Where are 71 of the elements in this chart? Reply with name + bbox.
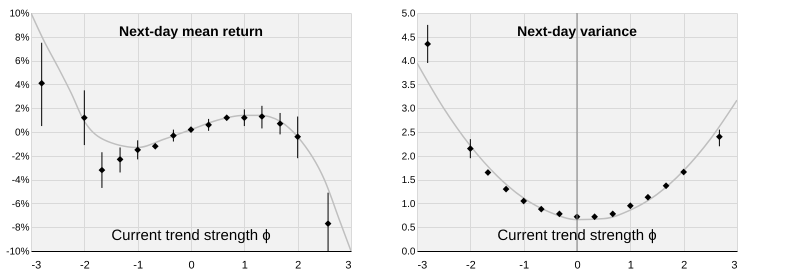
point bbox=[424, 40, 432, 48]
x-tick-label: 0 bbox=[188, 260, 195, 272]
point bbox=[294, 133, 302, 140]
y-tick-label: 4% bbox=[15, 80, 30, 91]
point bbox=[556, 210, 563, 218]
y-tick-label: 1.0 bbox=[402, 198, 416, 210]
y-tick-label: 0.0 bbox=[402, 246, 416, 258]
x-tick-label: -1 bbox=[519, 260, 530, 272]
point bbox=[223, 114, 230, 122]
point bbox=[152, 142, 159, 150]
point bbox=[324, 220, 332, 227]
point bbox=[662, 182, 670, 190]
point bbox=[466, 145, 474, 152]
y-tick-label: 6% bbox=[15, 56, 30, 68]
point bbox=[170, 132, 177, 139]
x-tick-label: -2 bbox=[466, 260, 476, 272]
y-tick-label: 0% bbox=[15, 128, 30, 138]
point bbox=[80, 114, 88, 122]
y-tick-label: 4.5 bbox=[402, 32, 416, 44]
y-tick-label: 5.0 bbox=[402, 8, 416, 20]
point bbox=[680, 168, 688, 176]
y-tick-label: 2.5 bbox=[402, 128, 416, 138]
x-axis-title: Current trend strength ϕ bbox=[497, 227, 657, 244]
point bbox=[644, 194, 652, 201]
point bbox=[240, 114, 248, 122]
y-tick-label: 2% bbox=[15, 104, 30, 115]
point bbox=[591, 213, 598, 220]
x-tick-label: -3 bbox=[32, 260, 42, 272]
y-tick-label: -2% bbox=[12, 151, 30, 162]
y-tick-label: 10% bbox=[9, 8, 30, 20]
x-tick-label: 1 bbox=[628, 260, 634, 272]
x-tick-label: 2 bbox=[295, 260, 302, 272]
point bbox=[134, 146, 142, 154]
y-tick-label: 0.5 bbox=[402, 222, 416, 234]
text: Next-day mean return bbox=[119, 23, 263, 39]
x-tick-label: 0 bbox=[574, 260, 581, 272]
point bbox=[258, 113, 266, 120]
point bbox=[116, 156, 124, 163]
y-tick-label: 3.5 bbox=[402, 80, 416, 91]
line-series bbox=[417, 62, 737, 220]
point bbox=[205, 122, 212, 128]
y-tick-label: -6% bbox=[12, 198, 30, 210]
x-axis-title: Current trend strength ϕ bbox=[111, 227, 271, 244]
x-tick-label: 2 bbox=[681, 260, 688, 272]
y-tick-label: 2.0 bbox=[402, 151, 416, 162]
x-tick-label: 3 bbox=[345, 260, 352, 272]
x-tick-label: 1 bbox=[242, 260, 248, 272]
x-tick-label: 3 bbox=[731, 260, 738, 272]
y-tick-label: 4.0 bbox=[402, 56, 416, 68]
point bbox=[484, 169, 492, 176]
text: Next-day variance bbox=[517, 23, 638, 39]
point bbox=[626, 202, 634, 210]
point bbox=[716, 133, 723, 140]
point bbox=[538, 206, 545, 212]
point bbox=[38, 80, 46, 87]
point bbox=[609, 210, 616, 218]
point bbox=[98, 166, 106, 174]
x-tick-label: -1 bbox=[133, 260, 144, 272]
y-tick-label: 8% bbox=[15, 32, 30, 44]
y-tick-label: -4% bbox=[12, 175, 30, 186]
y-tick-label: 3.0 bbox=[402, 104, 416, 115]
x-tick-label: -3 bbox=[418, 260, 428, 272]
y-tick-label: -8% bbox=[12, 222, 30, 234]
x-tick-label: -2 bbox=[80, 260, 90, 272]
point bbox=[520, 198, 528, 204]
y-tick-label: -10% bbox=[6, 246, 30, 258]
point bbox=[502, 186, 510, 192]
point bbox=[276, 120, 284, 128]
y-tick-label: 1.5 bbox=[402, 175, 416, 186]
point bbox=[188, 126, 194, 133]
line-series bbox=[31, 13, 351, 251]
